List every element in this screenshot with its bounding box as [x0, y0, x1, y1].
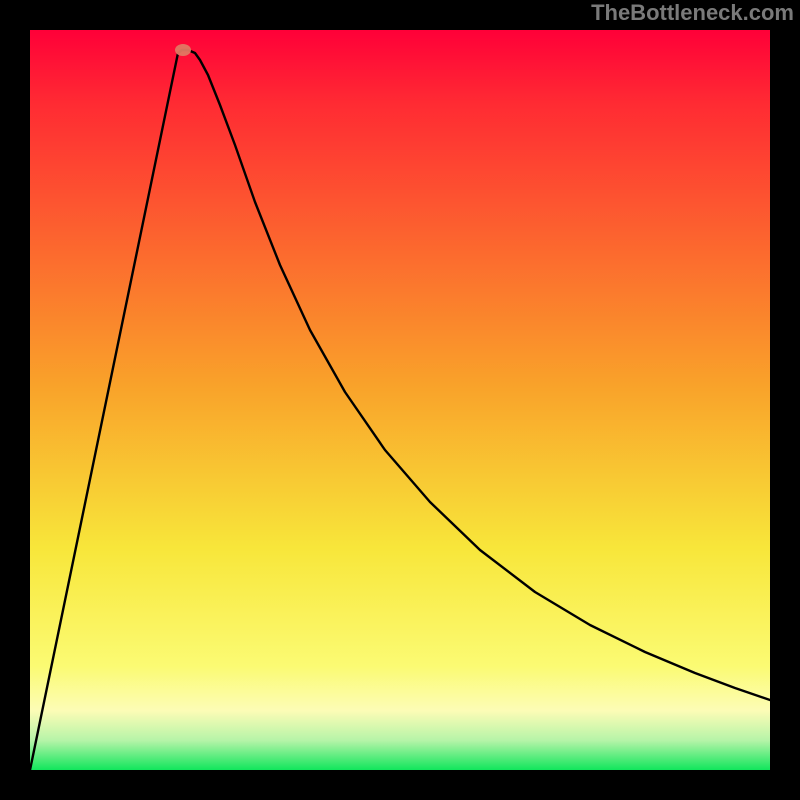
plot-svg — [30, 30, 770, 770]
figure-container: TheBottleneck.com — [0, 0, 800, 800]
watermark-label: TheBottleneck.com — [591, 0, 794, 26]
plot-area — [30, 30, 770, 770]
optimum-marker-icon — [175, 44, 191, 56]
